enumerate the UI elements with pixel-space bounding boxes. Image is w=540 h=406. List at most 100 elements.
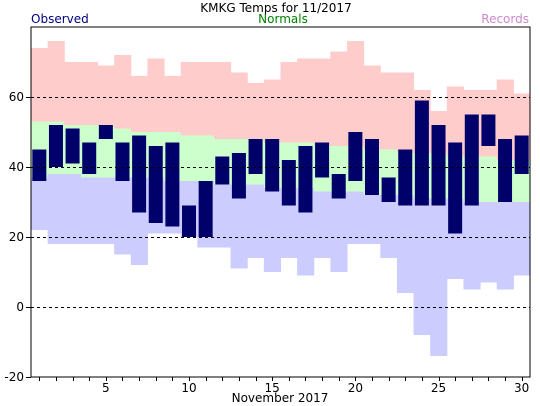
- record-low-band-day-30: [513, 202, 531, 276]
- observed-bar-day-15: [265, 139, 280, 192]
- record-low-band-day-19: [330, 191, 348, 272]
- record-high-band-day-22: [380, 72, 398, 150]
- record-low-band-day-5: [97, 177, 115, 244]
- observed-bar-day-2: [48, 125, 63, 167]
- observed-bar-day-3: [65, 128, 80, 164]
- record-high-band-day-21: [363, 65, 381, 150]
- observed-bar-day-18: [315, 142, 330, 178]
- observed-bar-day-24: [414, 100, 429, 206]
- record-low-band-day-24: [413, 198, 431, 335]
- y-tick-label: 40: [9, 160, 24, 174]
- observed-bar-day-5: [98, 125, 113, 139]
- record-high-band-day-16: [280, 62, 298, 143]
- record-low-band-day-14: [247, 184, 265, 258]
- observed-bar-day-13: [231, 153, 246, 199]
- record-low-band-day-2: [47, 174, 65, 244]
- record-low-band-day-6: [114, 177, 132, 255]
- record-low-band-day-28: [480, 202, 498, 283]
- record-low-band-day-23: [396, 195, 415, 293]
- normal-band-day-10: [180, 135, 198, 181]
- legend-observed: Observed: [31, 12, 89, 26]
- x-tick-label: 30: [514, 381, 529, 395]
- normal-band-day-28: [480, 156, 498, 202]
- record-high-band-day-7: [130, 76, 148, 132]
- observed-bar-day-12: [215, 156, 230, 185]
- observed-bar-day-28: [481, 114, 496, 146]
- x-tick-label: 20: [348, 381, 363, 395]
- record-high-band-day-10: [180, 62, 198, 136]
- observed-bar-day-7: [132, 135, 147, 213]
- x-tick-label: 25: [431, 381, 446, 395]
- record-high-band-day-15: [263, 79, 281, 143]
- observed-bar-day-8: [148, 146, 163, 223]
- observed-bar-day-14: [248, 139, 263, 174]
- plot-frame: [30, 26, 531, 378]
- y-tick-label: 0: [16, 300, 24, 314]
- observed-bar-day-1: [32, 149, 47, 181]
- chart-title: KMKG Temps for 11/2017: [200, 1, 351, 15]
- record-low-band-day-12: [213, 184, 232, 248]
- record-high-band-day-14: [247, 83, 265, 139]
- observed-bar-day-6: [115, 142, 130, 181]
- observed-bar-day-25: [431, 125, 446, 206]
- record-high-band-day-17: [297, 58, 315, 143]
- record-high-band-day-6: [114, 55, 132, 129]
- record-low-band-day-1: [31, 177, 49, 230]
- record-low-band-day-22: [380, 195, 398, 258]
- x-tick-label: 15: [265, 381, 280, 395]
- record-low-band-day-13: [230, 184, 248, 269]
- y-tick-label: 60: [9, 90, 24, 104]
- record-high-band-day-5: [97, 65, 115, 125]
- record-low-band-day-25: [430, 198, 448, 356]
- observed-bar-day-11: [198, 181, 213, 237]
- x-tick-label: 10: [181, 381, 196, 395]
- normal-band-day-11: [197, 135, 215, 181]
- observed-bar-day-26: [448, 142, 463, 234]
- y-tick-label: -20: [4, 370, 24, 384]
- record-low-band-day-3: [64, 174, 82, 244]
- record-high-band-day-26: [446, 86, 464, 157]
- x-axis-label: November 2017: [232, 391, 329, 405]
- record-low-band-day-15: [263, 188, 281, 272]
- observed-bar-day-10: [182, 205, 197, 237]
- axis-layer: -20 0 20 40 60 5 10 15 20 25 30: [4, 90, 529, 395]
- observed-bar-day-4: [82, 142, 97, 174]
- legend-records: Records: [481, 12, 529, 26]
- y-tick-label: 20: [9, 230, 24, 244]
- observed-bar-day-19: [331, 174, 346, 199]
- observed-bar-day-20: [348, 132, 363, 181]
- observed-bar-day-27: [464, 114, 479, 206]
- observed-bar-day-23: [398, 149, 413, 206]
- record-high-band-day-8: [147, 58, 165, 132]
- x-tick-label: 5: [102, 381, 110, 395]
- record-high-band-day-4: [80, 62, 99, 125]
- record-low-band-day-27: [463, 202, 481, 290]
- record-high-band-day-11: [197, 62, 215, 136]
- observed-bar-day-21: [364, 139, 379, 195]
- record-high-band-day-12: [213, 62, 232, 139]
- record-low-band-day-20: [347, 191, 365, 244]
- legend-normals: Normals: [258, 12, 308, 26]
- record-high-band-day-13: [230, 72, 248, 139]
- observed-bar-day-22: [381, 177, 396, 202]
- record-high-band-day-3: [64, 62, 82, 125]
- observed-bar-day-9: [165, 142, 180, 227]
- record-high-band-day-20: [347, 41, 365, 146]
- record-low-band-day-21: [363, 195, 381, 244]
- grid-layer: [31, 97, 530, 308]
- record-low-band-day-18: [313, 191, 331, 258]
- observed-bar-day-17: [298, 146, 313, 213]
- record-high-band-day-18: [313, 58, 331, 146]
- record-high-band-day-1: [31, 48, 49, 122]
- observed-bar-day-29: [498, 139, 513, 202]
- record-low-band-day-29: [496, 202, 514, 290]
- record-low-band-day-4: [80, 177, 99, 244]
- observed-bar-day-16: [281, 160, 296, 206]
- record-high-band-day-9: [164, 76, 182, 132]
- record-high-band-day-2: [47, 41, 65, 122]
- bars-layer: [31, 41, 531, 356]
- record-high-band-day-23: [396, 72, 415, 153]
- observed-bar-day-30: [514, 135, 529, 174]
- record-high-band-day-19: [330, 51, 348, 146]
